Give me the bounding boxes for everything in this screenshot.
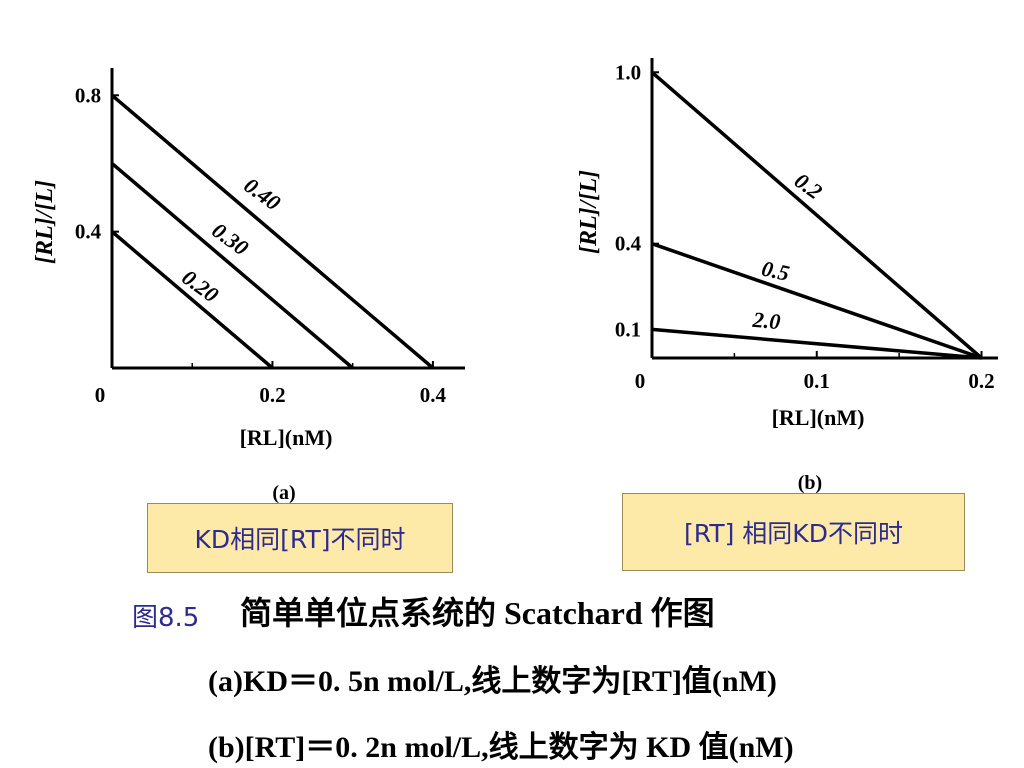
series-label-2-0: 2.0: [751, 307, 782, 334]
x-axis-label: [RL](nM): [240, 425, 333, 450]
y-axis-label: [RL]/[L]: [32, 180, 58, 264]
series-line-0-40: [110, 93, 435, 370]
series-line-0-2: [650, 70, 983, 360]
figure-number: 图8.5: [132, 603, 200, 633]
note-box-a: KD相同[RT]不同时: [147, 503, 453, 573]
series-line-0-20: [110, 230, 274, 370]
series-label-0-30: 0.30: [207, 218, 253, 261]
x-axis-label: [RL](nM): [772, 405, 865, 430]
chart-panel-a: 0 0.2 0.40.40.80.400.300.20[RL](nM)[RL]/[L…: [32, 68, 465, 504]
y-tick-label: 0.4: [75, 220, 102, 244]
panel-label: (b): [798, 472, 822, 494]
panel-label: (a): [272, 482, 295, 504]
series-line-0-5: [651, 242, 983, 360]
y-tick-label: 0.4: [615, 232, 642, 256]
x-tick-label: 0: [95, 383, 106, 407]
caption-line-a: (a)KD＝0. 5n mol/L,线上数字为[RT]值(nM): [208, 665, 777, 698]
y-tick-label: 0.8: [75, 83, 101, 107]
x-tick-label: 0.4: [420, 383, 447, 407]
note-box-b: [RT] 相同KD不同时: [622, 493, 965, 571]
y-tick-label: 1.0: [615, 60, 641, 84]
y-axis-label: [RL]/[L]: [576, 170, 602, 254]
x-tick-label: 0.1: [804, 369, 830, 393]
series-line-0-30: [110, 162, 354, 370]
caption-line-b: (b)[RT]＝0. 2n mol/L,线上数字为 KD 值(nM): [208, 731, 794, 764]
series-label-0-20: 0.20: [177, 265, 223, 308]
series-label-0-5: 0.5: [760, 256, 792, 286]
chart-panel-b: 0 0.1 0.20.10.41.00.20.52.0[RL](nM)[RL]/[L…: [576, 58, 998, 494]
figure-title: 简单单位点系统的 Scatchard 作图: [240, 595, 715, 631]
x-tick-label: 0: [635, 369, 646, 393]
x-tick-label: 0.2: [968, 369, 994, 393]
x-tick-label: 0.2: [259, 383, 285, 407]
y-tick-label: 0.1: [615, 317, 641, 341]
series-line-2-0: [651, 327, 982, 360]
